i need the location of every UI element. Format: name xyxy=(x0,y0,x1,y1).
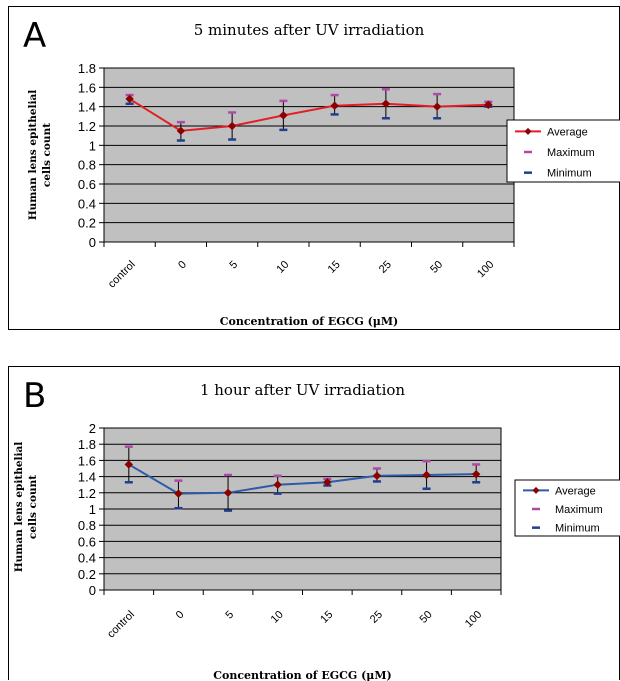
average-point xyxy=(422,470,431,480)
y-tick-label: 0 xyxy=(89,235,96,250)
legend-maximum-label: Maximum xyxy=(555,504,603,516)
average-point xyxy=(176,126,186,136)
x-tick-label: 50 xyxy=(418,609,435,626)
y-tick-label: 1 xyxy=(89,138,96,153)
x-tick-label: 5 xyxy=(227,259,240,272)
legend-average-marker xyxy=(532,486,540,494)
average-series-line xyxy=(128,463,477,495)
y-tick-label: 1.4 xyxy=(78,470,96,485)
y-tick-label: 0.2 xyxy=(78,567,96,582)
y-tick-label: 0.4 xyxy=(78,551,96,566)
x-tick-label: 15 xyxy=(318,609,335,626)
y-axis-label: Human lens epithelial xyxy=(27,90,39,221)
legend-maximum-label: Maximum xyxy=(547,147,595,159)
y-axis-label: cells count xyxy=(27,475,39,539)
x-tick-label: 50 xyxy=(428,259,445,276)
x-tick-label: 10 xyxy=(274,259,291,276)
chart-panel-a: A 5 minutes after UV irradiation 0 0.2 0.4 0.… xyxy=(8,6,620,330)
y-tick-label: 0 xyxy=(89,583,96,598)
x-tick-label: 0 xyxy=(176,259,189,272)
x-axis-label: Concentration of EGCG (μM) xyxy=(213,669,392,681)
legend-average-marker xyxy=(524,127,532,135)
panel-letter: A xyxy=(23,16,46,56)
y-axis-label: Human lens epithelial xyxy=(13,442,25,573)
average-point xyxy=(381,99,391,108)
y-tick-label: 0.4 xyxy=(78,196,96,211)
panel-letter: B xyxy=(23,376,46,416)
x-tick-label: control xyxy=(106,259,138,291)
y-tick-label: 1.6 xyxy=(78,453,96,468)
average-point xyxy=(273,480,282,489)
average-point xyxy=(484,100,493,109)
x-tick-label: 25 xyxy=(377,259,394,276)
y-tick-label: 0.8 xyxy=(78,518,96,533)
average-point xyxy=(174,489,183,498)
chart-title: 5 minutes after UV irradiation xyxy=(194,21,425,39)
average-point xyxy=(227,121,237,131)
x-tick-label: 5 xyxy=(223,609,236,622)
y-axis-label: cells count xyxy=(41,123,53,187)
average-point xyxy=(279,111,288,120)
average-point xyxy=(471,469,481,479)
x-axis-label: Concentration of EGCG (μM) xyxy=(220,315,399,328)
y-tick-label: 1.6 xyxy=(78,80,96,95)
average-point xyxy=(323,478,332,487)
x-tick-label: 0 xyxy=(174,609,187,622)
average-point xyxy=(124,460,134,469)
x-tick-label: control xyxy=(105,609,137,641)
x-tick-label: 15 xyxy=(326,259,343,276)
x-tick-label: 100 xyxy=(463,609,484,630)
legend-average-label: Average xyxy=(555,485,596,497)
y-tick-label: 1.8 xyxy=(78,437,96,452)
y-tick-label: 1 xyxy=(89,502,96,517)
y-tick-label: 0.6 xyxy=(78,177,96,192)
y-tick-label: 1.4 xyxy=(78,100,96,115)
x-tick-label: 10 xyxy=(269,609,286,626)
chart-a-svg: A 5 minutes after UV irradiation 0 0.2 0.4 0.… xyxy=(23,16,620,328)
average-series-line xyxy=(129,98,489,132)
legend-minimum-label: Minimum xyxy=(555,523,600,535)
y-tick-label: 0.6 xyxy=(78,534,96,549)
y-tick-label: 0.2 xyxy=(78,216,96,231)
plot-area xyxy=(103,67,515,243)
x-tick-label: 100 xyxy=(475,259,496,280)
average-point xyxy=(125,94,134,104)
average-point xyxy=(223,488,233,498)
y-tick-label: 1.8 xyxy=(78,61,96,76)
y-tick-label: 0.8 xyxy=(78,158,96,173)
average-point xyxy=(372,471,382,480)
average-point xyxy=(432,102,442,111)
average-point xyxy=(330,101,339,110)
y-tick-label: 1.2 xyxy=(78,486,96,501)
legend-average-label: Average xyxy=(547,126,588,138)
x-tick-label: 25 xyxy=(368,609,385,626)
y-tick-label: 2 xyxy=(89,421,96,436)
chart-title: 1 hour after UV irradiation xyxy=(200,381,405,399)
legend-minimum-label: Minimum xyxy=(547,168,592,180)
y-tick-label: 1.2 xyxy=(78,119,96,134)
